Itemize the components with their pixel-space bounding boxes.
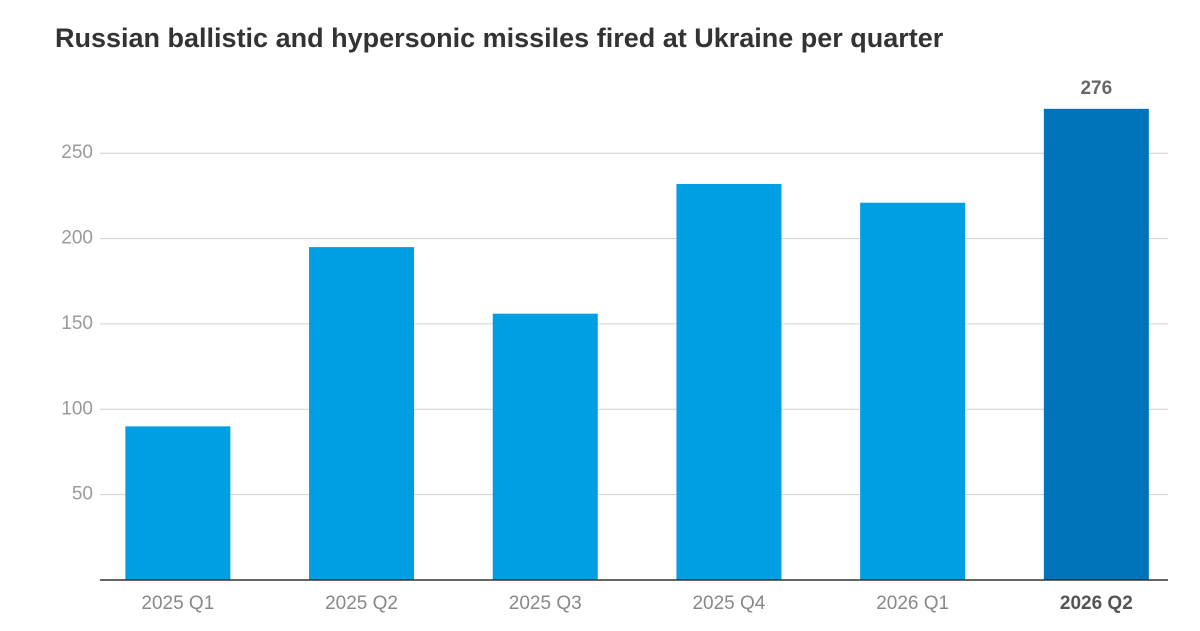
bar [1043, 108, 1149, 580]
bar [492, 313, 598, 580]
bar [309, 247, 415, 580]
bar [860, 202, 966, 580]
x-tick-label: 2026 Q2 [1060, 593, 1133, 614]
y-tick-label: 150 [61, 313, 93, 334]
x-tick-label: 2025 Q2 [325, 593, 398, 614]
chart-title: Russian ballistic and hypersonic missile… [55, 23, 944, 53]
y-tick-label: 50 [72, 484, 93, 505]
y-tick-label: 250 [61, 142, 93, 163]
x-tick-label: 2026 Q1 [876, 593, 949, 614]
x-tick-label: 2025 Q1 [141, 593, 214, 614]
value-label: 276 [1080, 78, 1112, 99]
y-tick-label: 200 [61, 228, 93, 249]
bar [676, 183, 782, 580]
x-tick-label: 2025 Q4 [692, 593, 765, 614]
y-tick-label: 100 [61, 398, 93, 419]
x-tick-label: 2025 Q3 [509, 593, 582, 614]
bar [125, 426, 231, 580]
